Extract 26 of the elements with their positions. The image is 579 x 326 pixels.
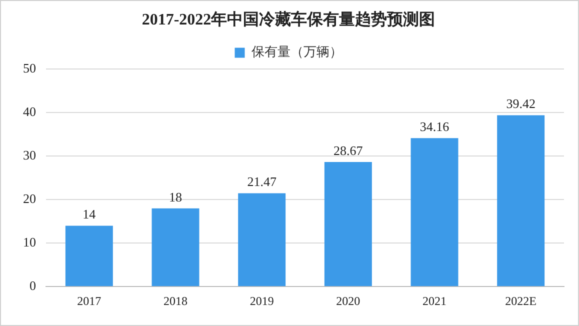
x-tick-label: 2021 [422, 294, 446, 308]
x-tick-label: 2018 [164, 294, 188, 308]
data-label: 14 [82, 206, 96, 222]
data-label: 18 [169, 189, 182, 204]
legend-label: 保有量（万辆） [251, 45, 342, 60]
y-tick-label: 40 [23, 104, 36, 120]
y-tick-label: 0 [30, 278, 36, 294]
bar [324, 162, 372, 286]
data-label: 39.42 [506, 96, 536, 112]
data-label: 34.16 [420, 118, 450, 134]
bar [65, 226, 113, 286]
bar [410, 138, 458, 286]
chart-title: 2017-2022年中国冷藏车保有量趋势预测图 [142, 10, 436, 29]
bar [152, 208, 200, 286]
y-tick-label: 50 [23, 60, 36, 76]
x-tick-label: 2019 [250, 294, 274, 308]
x-tick-label: 2020 [336, 294, 360, 308]
data-label: 28.67 [334, 142, 364, 158]
y-tick-label: 30 [23, 148, 36, 163]
bar [497, 115, 545, 286]
x-tick-label: 2022E [505, 294, 537, 308]
data-label: 21.47 [247, 174, 277, 190]
y-tick-label: 10 [23, 234, 36, 250]
bar [238, 193, 286, 286]
y-tick-label: 20 [23, 191, 36, 206]
x-tick-label: 2017 [77, 294, 102, 308]
